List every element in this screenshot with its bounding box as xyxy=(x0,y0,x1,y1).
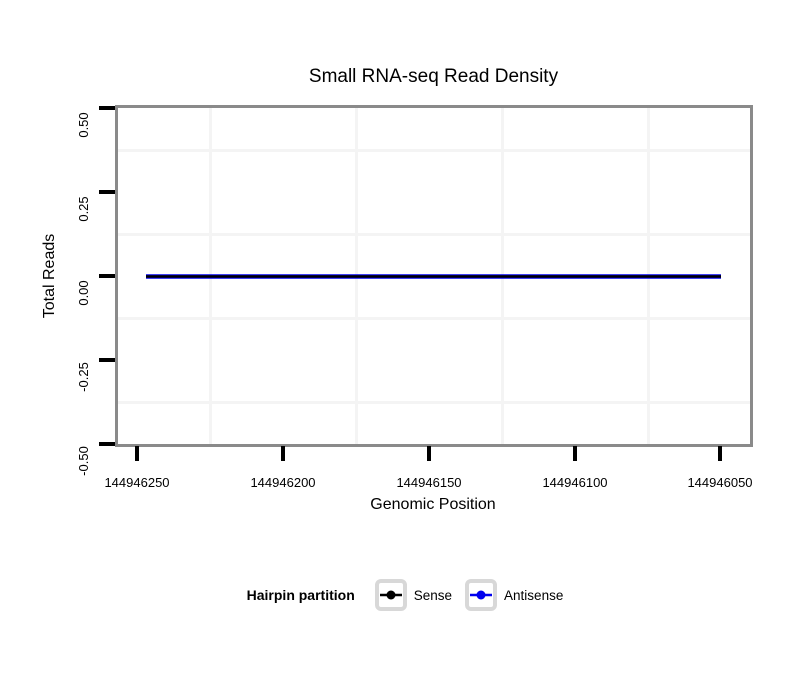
x-tick-label: 144946050 xyxy=(687,475,753,490)
legend-point-sense xyxy=(386,590,396,600)
plot-area xyxy=(146,274,721,279)
legend-label-antisense: Antisense xyxy=(504,587,564,603)
gridline-minor-horizontal xyxy=(118,149,750,152)
gridline-minor-horizontal xyxy=(118,317,750,320)
line-with-point-icon xyxy=(470,590,493,600)
legend-label-sense: Sense xyxy=(413,587,453,603)
legend-point-antisense xyxy=(476,590,486,600)
legend-key-antisense xyxy=(465,579,498,611)
y-tick xyxy=(99,358,115,362)
y-tick xyxy=(99,106,115,110)
y-tick-label: 0.00 xyxy=(76,280,91,306)
y-tick xyxy=(99,274,115,278)
x-tick xyxy=(573,446,577,461)
x-tick-label: 144946100 xyxy=(542,475,608,490)
gridline-minor-horizontal xyxy=(118,233,750,236)
chart-title: Small RNA-seq Read Density xyxy=(308,66,559,87)
x-tick xyxy=(718,446,722,461)
x-axis-title: Genomic Position xyxy=(370,496,496,513)
y-tick xyxy=(99,190,115,194)
x-tick xyxy=(427,446,431,461)
y-tick xyxy=(99,442,115,446)
x-tick xyxy=(135,446,139,461)
y-tick-label: 0.50 xyxy=(76,112,91,138)
line-with-point-icon xyxy=(379,590,402,600)
plot-panel xyxy=(115,105,753,447)
y-tick-label: -0.25 xyxy=(76,362,91,392)
x-tick-label: 144946150 xyxy=(396,475,462,490)
x-tick xyxy=(281,446,285,461)
x-tick-label: 144946200 xyxy=(250,475,316,490)
legend: Hairpin partition Sense Antisense xyxy=(0,578,810,612)
legend-key-sense xyxy=(374,579,407,611)
gridline-minor-horizontal xyxy=(118,401,750,404)
y-axis-title: Total Reads xyxy=(41,233,58,319)
x-tick-label: 144946250 xyxy=(104,475,170,490)
y-tick-label: 0.25 xyxy=(76,196,91,222)
legend-title: Hairpin partition xyxy=(246,587,355,603)
